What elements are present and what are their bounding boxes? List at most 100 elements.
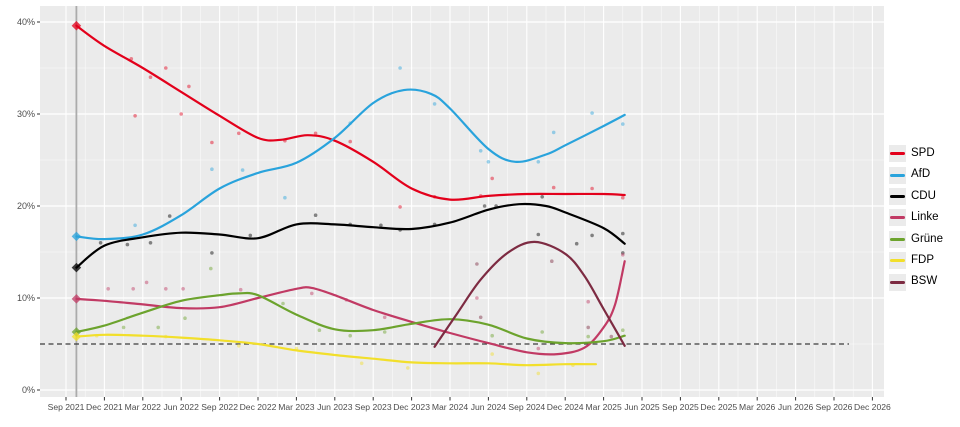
x-axis-label: Jun 2024 xyxy=(471,402,507,412)
poll-dot xyxy=(621,328,625,333)
legend-key-swatch xyxy=(889,230,906,248)
x-axis-label: Jun 2026 xyxy=(778,402,814,412)
y-axis-label: 30% xyxy=(17,109,35,119)
poll-dot xyxy=(210,167,214,171)
poll-dot xyxy=(164,66,168,70)
bsw-trend-line xyxy=(433,240,626,348)
poll-dot xyxy=(248,233,253,238)
cdu-line-swatch xyxy=(890,194,905,198)
poll-dot xyxy=(621,195,625,200)
legend-key-swatch xyxy=(889,166,906,184)
linke-trend-line xyxy=(75,260,626,356)
legend-key-swatch xyxy=(889,252,906,270)
legend-label: CDU xyxy=(911,189,936,202)
x-axis-label: Dec 2025 xyxy=(700,402,737,412)
x-axis-label: Sep 2026 xyxy=(816,402,853,412)
poll-dot xyxy=(210,251,214,255)
cdu-election-result-diamond xyxy=(71,262,82,273)
poll-dot xyxy=(621,231,625,236)
poll-dot xyxy=(359,361,364,366)
poll-dot xyxy=(609,334,614,339)
x-axis-label: Jun 2025 xyxy=(624,402,660,412)
grüne-line-swatch xyxy=(890,237,905,241)
poll-dot xyxy=(156,325,160,330)
poll-dot xyxy=(317,328,322,333)
grüne-poll-dots xyxy=(121,266,625,339)
poll-dot xyxy=(125,242,130,247)
x-axis-label: Mar 2024 xyxy=(432,402,469,412)
poll-dot xyxy=(621,253,625,257)
x-axis-label: Dec 2021 xyxy=(86,402,123,412)
x-axis-label: Dec 2026 xyxy=(854,402,891,412)
poll-dot xyxy=(590,186,594,191)
y-axis-label: 40% xyxy=(17,17,35,27)
x-axis-label: Sep 2024 xyxy=(508,402,545,412)
poll-dot xyxy=(551,130,556,135)
poll-dot xyxy=(551,185,556,190)
legend-key-swatch xyxy=(889,209,906,227)
x-axis-label: Jun 2022 xyxy=(164,402,200,412)
legend-label: FDP xyxy=(911,253,934,266)
poll-dot xyxy=(490,352,495,356)
x-axis-label: Jun 2023 xyxy=(317,402,353,412)
x-axis-label: Dec 2022 xyxy=(240,402,277,412)
poll-dot xyxy=(379,223,383,228)
poll-dot xyxy=(133,114,137,118)
legend-item-linke: Linke xyxy=(889,207,943,228)
fdp-line-swatch xyxy=(890,259,905,263)
legend-item-fdp: FDP xyxy=(889,250,943,271)
poll-dot xyxy=(281,301,285,306)
linke-line-swatch xyxy=(890,216,905,220)
poll-dot xyxy=(106,287,110,291)
legend-item-cdu: CDU xyxy=(889,186,943,207)
poll-dot xyxy=(148,241,153,245)
poll-dot xyxy=(238,287,243,292)
poll-dot xyxy=(237,344,241,348)
legend-key-swatch xyxy=(889,145,906,163)
poll-dot xyxy=(209,266,213,271)
poll-dot xyxy=(283,195,287,200)
x-axis-label: Sep 2023 xyxy=(355,402,392,412)
chart-legend: SPD AfD CDU Linke Grüne FDP BSW xyxy=(889,143,943,293)
poll-dot xyxy=(536,232,541,237)
poll-dot xyxy=(475,262,479,266)
poll-dot xyxy=(475,296,479,300)
legend-label: Grüne xyxy=(911,232,943,245)
poll-dot xyxy=(181,287,185,291)
poll-dot xyxy=(406,366,410,370)
poll-dot xyxy=(144,280,149,285)
poll-dot xyxy=(590,233,594,238)
spd-trend-line xyxy=(75,24,626,201)
poll-dot xyxy=(482,204,487,208)
trend-lines xyxy=(75,24,626,367)
poll-dot xyxy=(131,287,135,291)
poll-dot xyxy=(486,160,491,164)
bsw-poll-dots xyxy=(475,259,614,339)
legend-item-bsw: BSW xyxy=(889,271,943,292)
afd-election-result-diamond xyxy=(71,231,82,242)
poll-dot xyxy=(98,241,103,245)
x-axis-label: Mar 2026 xyxy=(739,402,776,412)
poll-dot xyxy=(490,333,495,338)
poll-dot xyxy=(382,315,387,320)
afd-trend-line xyxy=(75,88,626,241)
linke-election-result-diamond xyxy=(71,294,82,304)
legend-label: BSW xyxy=(911,275,938,288)
legend-label: SPD xyxy=(911,146,935,159)
legend-item-grüne: Grüne xyxy=(889,229,943,250)
bsw-line-swatch xyxy=(890,280,905,284)
poll-dot xyxy=(478,315,483,320)
spd-line-swatch xyxy=(890,152,905,156)
poll-dot xyxy=(164,287,168,291)
poll-dot xyxy=(536,160,541,164)
poll-dot xyxy=(398,66,402,70)
poll-dot xyxy=(490,176,495,181)
spd-election-result-diamond xyxy=(71,20,82,31)
poll-dot xyxy=(148,75,153,79)
x-axis-label: Mar 2023 xyxy=(278,402,315,412)
fdp-election-result-diamond xyxy=(71,331,82,342)
cdu-trend-line xyxy=(75,202,626,269)
poll-dot xyxy=(621,251,625,255)
